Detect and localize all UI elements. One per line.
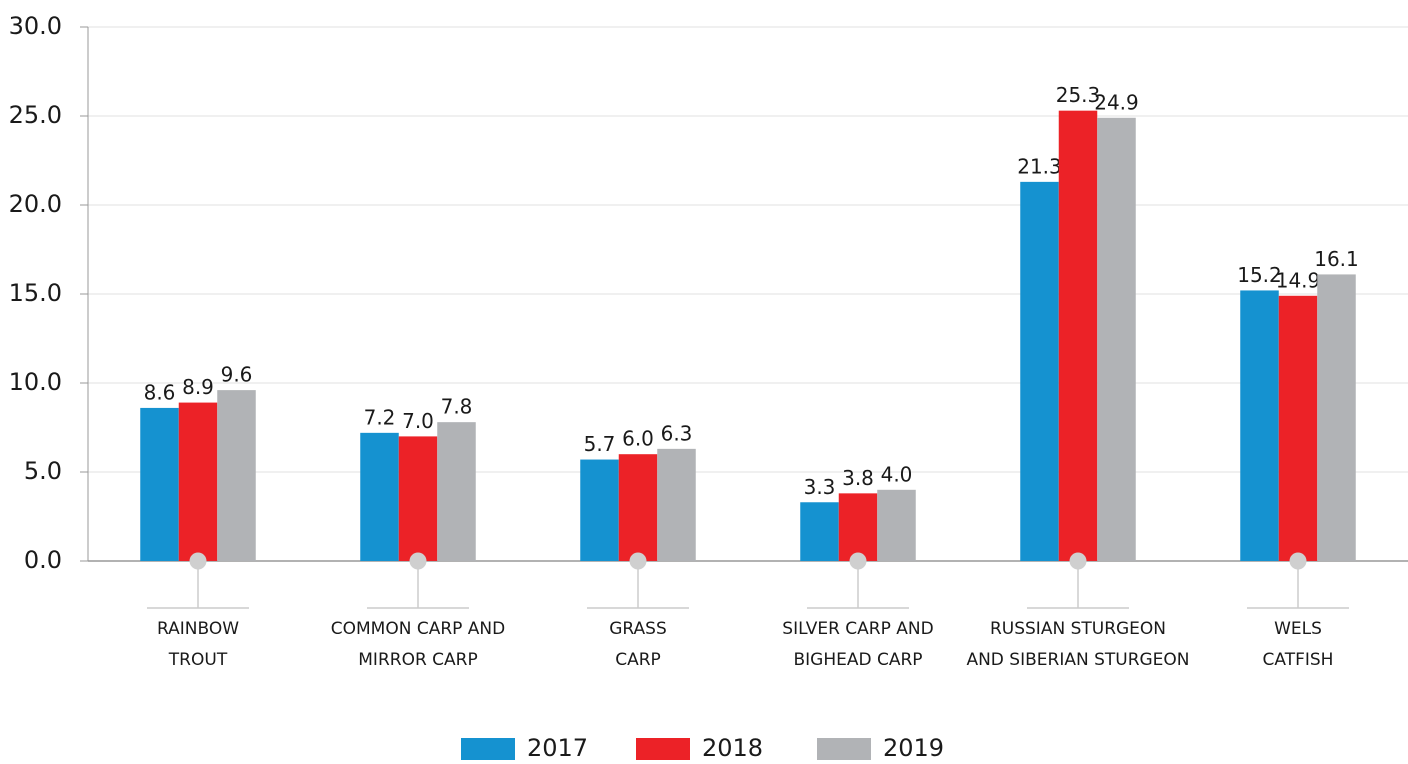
x-tick-label: MIRROR CARP	[358, 650, 477, 670]
value-label: 8.9	[182, 375, 214, 399]
value-label: 8.6	[144, 380, 176, 404]
x-tick-label: RAINBOW	[157, 619, 239, 639]
bar	[1278, 295, 1318, 561]
bar	[1240, 290, 1279, 561]
y-tick-label: 15.0	[9, 279, 62, 307]
x-tick-label: RUSSIAN STURGEON	[990, 619, 1166, 639]
anchor-dot	[629, 552, 647, 570]
anchor-dot	[1289, 552, 1307, 570]
legend-label: 2019	[883, 734, 944, 760]
x-tick-label: GRASS	[609, 619, 667, 639]
x-tick-label: AND SIBERIAN STURGEON	[966, 650, 1189, 670]
x-tick-label: WELS	[1274, 619, 1322, 639]
value-label: 9.6	[221, 363, 253, 387]
x-tick-label: CATFISH	[1263, 650, 1334, 670]
bar	[360, 432, 399, 561]
anchor-dot	[409, 552, 427, 570]
bar	[800, 502, 839, 561]
bar	[178, 402, 218, 561]
legend-label: 2017	[527, 734, 588, 760]
x-tick-label: SILVER CARP AND	[782, 619, 933, 639]
bar	[140, 407, 179, 561]
y-tick-label: 30.0	[9, 12, 62, 40]
value-label: 16.1	[1314, 247, 1359, 271]
value-label: 6.0	[622, 427, 654, 451]
y-tick-label: 0.0	[24, 546, 62, 574]
anchor-dot	[1069, 552, 1087, 570]
x-tick-label: TROUT	[168, 650, 228, 670]
legend-swatch	[636, 738, 690, 760]
legend-swatch	[817, 738, 871, 760]
value-label: 25.3	[1056, 83, 1101, 107]
y-tick-label: 10.0	[9, 368, 62, 396]
y-tick-label: 5.0	[24, 457, 62, 485]
value-label: 3.8	[842, 466, 874, 490]
bar	[1058, 110, 1098, 561]
x-tick-label: CARP	[615, 650, 661, 670]
anchor-dot	[189, 552, 207, 570]
bar	[1317, 274, 1356, 561]
bar	[618, 454, 658, 561]
bar	[877, 489, 916, 561]
value-label: 7.8	[441, 395, 473, 419]
bar	[1020, 181, 1059, 562]
anchor-dot	[849, 552, 867, 570]
bar	[398, 436, 438, 561]
bar	[217, 390, 256, 561]
y-tick-label: 20.0	[9, 190, 62, 218]
value-label: 24.9	[1094, 90, 1139, 114]
value-label: 5.7	[584, 432, 616, 456]
y-tick-label: 25.0	[9, 101, 62, 129]
value-label: 21.3	[1017, 154, 1062, 178]
value-label: 4.0	[881, 462, 913, 486]
value-label: 3.3	[804, 475, 836, 499]
value-label: 14.9	[1276, 268, 1321, 292]
bar	[580, 459, 619, 561]
bar	[838, 493, 878, 561]
legend-label: 2018	[702, 734, 763, 760]
value-label: 15.2	[1237, 263, 1282, 287]
x-tick-label: BIGHEAD CARP	[793, 650, 922, 670]
value-label: 6.3	[661, 421, 693, 445]
bar	[657, 448, 696, 561]
legend-swatch	[461, 738, 515, 760]
bar	[437, 422, 476, 561]
value-label: 7.0	[402, 409, 434, 433]
bar	[1097, 117, 1136, 561]
value-label: 7.2	[364, 405, 396, 429]
x-tick-label: COMMON CARP AND	[331, 619, 506, 639]
